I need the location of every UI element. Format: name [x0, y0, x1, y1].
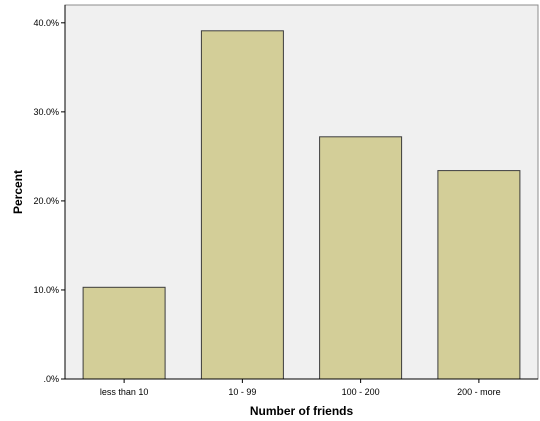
bar-2	[319, 136, 403, 380]
bar-3	[437, 170, 521, 380]
y-tick-label: .0%	[43, 374, 59, 384]
y-tick-label: 10.0%	[33, 285, 59, 295]
x-axis-title: Number of friends	[250, 404, 354, 418]
x-tick-label: 100 - 200	[342, 387, 380, 397]
y-tick-label: 40.0%	[33, 18, 59, 28]
bars-group	[82, 30, 521, 380]
x-tick-label: 10 - 99	[228, 387, 256, 397]
bar-0	[82, 286, 166, 380]
y-ticks-group: .0% 10.0% 20.0% 30.0% 40.0%	[33, 18, 65, 384]
x-ticks-group: less than 10 10 - 99 100 - 200 200 - more	[100, 379, 501, 397]
x-tick-label: 200 - more	[457, 387, 501, 397]
y-axis-title: Percent	[11, 170, 25, 214]
y-tick-label: 30.0%	[33, 107, 59, 117]
x-tick-label: less than 10	[100, 387, 149, 397]
bar-1	[200, 30, 284, 380]
y-tick-label: 20.0%	[33, 196, 59, 206]
